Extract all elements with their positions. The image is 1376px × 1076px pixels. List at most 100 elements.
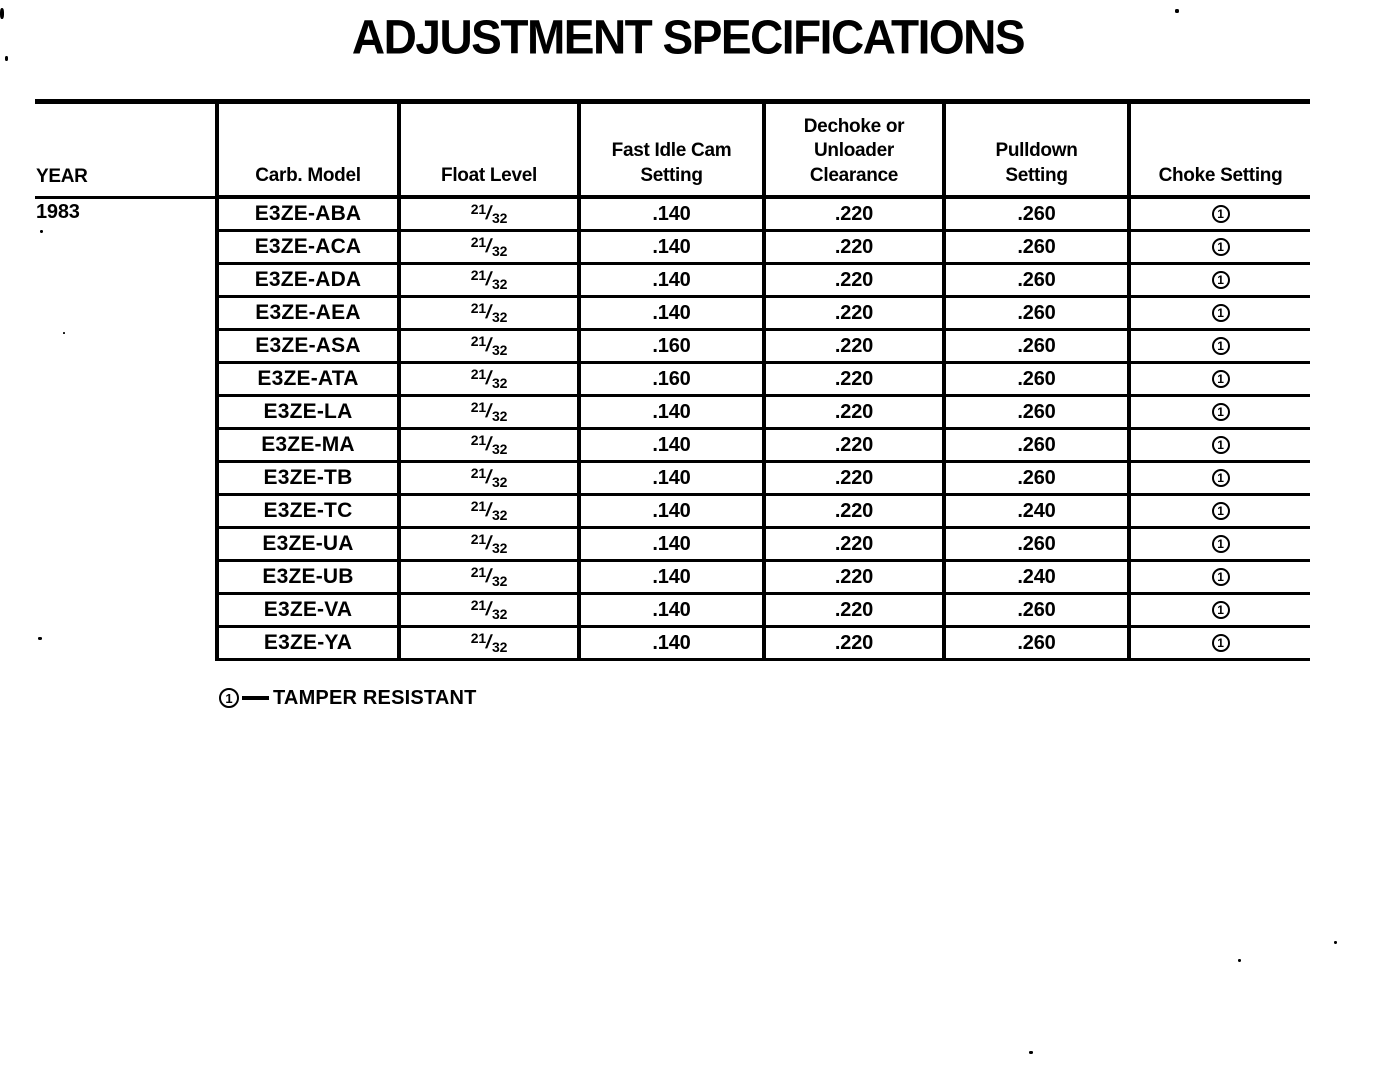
cell-choke: 1 <box>1127 331 1310 364</box>
cell-fast-idle-cam: .160 <box>577 364 762 397</box>
cell-carb-model: E3ZE-ASA <box>215 331 397 364</box>
cell-pulldown: .260 <box>942 397 1127 430</box>
cell-carb-model: E3ZE-UA <box>215 529 397 562</box>
cell-choke: 1 <box>1127 265 1310 298</box>
fraction: 21/32 <box>470 366 508 391</box>
cell-choke: 1 <box>1127 562 1310 595</box>
column-header-float-level: Float Level <box>397 104 577 199</box>
column-header-choke: Choke Setting <box>1127 104 1310 199</box>
fraction: 21/32 <box>470 399 508 424</box>
cell-fast-idle-cam: .140 <box>577 595 762 628</box>
fraction: 21/32 <box>470 498 508 523</box>
cell-dechoke: .220 <box>762 496 942 529</box>
fraction: 21/32 <box>470 201 508 226</box>
cell-year <box>35 397 215 430</box>
scan-artifact <box>1175 9 1179 13</box>
scan-artifact <box>1029 1051 1033 1054</box>
cell-fast-idle-cam: .140 <box>577 397 762 430</box>
spec-table: YEAR Carb. Model Float Level Fast Idle C… <box>35 99 1310 661</box>
cell-float-level: 21/32 <box>397 265 577 298</box>
circled-1-footnote-icon: 1 <box>1211 469 1230 487</box>
cell-year <box>35 496 215 529</box>
cell-year <box>35 265 215 298</box>
footnote: 1 TAMPER RESISTANT <box>219 685 477 711</box>
cell-dechoke: .220 <box>762 397 942 430</box>
cell-carb-model: E3ZE-TB <box>215 463 397 496</box>
cell-pulldown: .260 <box>942 430 1127 463</box>
cell-fast-idle-cam: .140 <box>577 430 762 463</box>
cell-dechoke: .220 <box>762 595 942 628</box>
cell-carb-model: E3ZE-ACA <box>215 232 397 265</box>
cell-carb-model: E3ZE-ADA <box>215 265 397 298</box>
cell-choke: 1 <box>1127 463 1310 496</box>
cell-carb-model: E3ZE-ABA <box>215 199 397 232</box>
cell-pulldown: .260 <box>942 199 1127 232</box>
cell-dechoke: .220 <box>762 562 942 595</box>
column-header-year: YEAR <box>35 104 215 199</box>
cell-year <box>35 595 215 628</box>
cell-choke: 1 <box>1127 496 1310 529</box>
cell-fast-idle-cam: .140 <box>577 562 762 595</box>
footnote-text: TAMPER RESISTANT <box>273 686 477 709</box>
cell-pulldown: .260 <box>942 628 1127 661</box>
cell-dechoke: .220 <box>762 628 942 661</box>
circled-1-footnote-icon: 1 <box>1211 271 1230 289</box>
cell-choke: 1 <box>1127 232 1310 265</box>
fraction: 21/32 <box>470 597 508 622</box>
cell-carb-model: E3ZE-UB <box>215 562 397 595</box>
cell-pulldown: .260 <box>942 595 1127 628</box>
cell-float-level: 21/32 <box>397 397 577 430</box>
cell-float-level: 21/32 <box>397 595 577 628</box>
cell-dechoke: .220 <box>762 364 942 397</box>
cell-carb-model: E3ZE-TC <box>215 496 397 529</box>
cell-pulldown: .260 <box>942 364 1127 397</box>
cell-carb-model: E3ZE-VA <box>215 595 397 628</box>
cell-float-level: 21/32 <box>397 199 577 232</box>
cell-carb-model: E3ZE-MA <box>215 430 397 463</box>
cell-dechoke: .220 <box>762 529 942 562</box>
cell-dechoke: .220 <box>762 199 942 232</box>
cell-fast-idle-cam: .140 <box>577 529 762 562</box>
cell-carb-model: E3ZE-LA <box>215 397 397 430</box>
fraction: 21/32 <box>470 630 508 655</box>
circled-1-footnote-icon: 1 <box>1211 535 1230 553</box>
cell-dechoke: .220 <box>762 265 942 298</box>
cell-float-level: 21/32 <box>397 232 577 265</box>
circled-1-footnote-icon: 1 <box>1211 634 1230 652</box>
circled-1-footnote-icon: 1 <box>1211 304 1230 322</box>
cell-year <box>35 298 215 331</box>
scan-artifact <box>63 332 65 334</box>
fraction: 21/32 <box>470 432 508 457</box>
fraction: 21/32 <box>470 564 508 589</box>
cell-year <box>35 562 215 595</box>
cell-choke: 1 <box>1127 430 1310 463</box>
cell-choke: 1 <box>1127 364 1310 397</box>
cell-float-level: 21/32 <box>397 628 577 661</box>
circled-1-footnote-icon: 1 <box>1211 601 1230 619</box>
cell-float-level: 21/32 <box>397 463 577 496</box>
cell-pulldown: .260 <box>942 232 1127 265</box>
scan-artifact <box>1238 959 1241 962</box>
cell-year <box>35 331 215 364</box>
cell-choke: 1 <box>1127 628 1310 661</box>
circled-1-footnote-icon: 1 <box>219 688 239 708</box>
cell-pulldown: .260 <box>942 265 1127 298</box>
column-header-pulldown: Pulldown Setting <box>942 104 1127 199</box>
cell-year <box>35 628 215 661</box>
circled-1-footnote-icon: 1 <box>1211 568 1230 586</box>
fraction: 21/32 <box>470 267 508 292</box>
cell-pulldown: .260 <box>942 463 1127 496</box>
cell-choke: 1 <box>1127 529 1310 562</box>
circled-1-footnote-icon: 1 <box>1211 370 1230 388</box>
cell-year: 1983 <box>36 201 80 223</box>
cell-pulldown: .240 <box>942 562 1127 595</box>
cell-choke: 1 <box>1127 199 1310 232</box>
column-header-carb-model: Carb. Model <box>215 104 397 199</box>
cell-fast-idle-cam: .140 <box>577 298 762 331</box>
cell-dechoke: .220 <box>762 298 942 331</box>
scan-artifact <box>1334 941 1337 944</box>
scan-artifact <box>0 8 4 19</box>
cell-dechoke: .220 <box>762 463 942 496</box>
cell-year <box>35 364 215 397</box>
cell-year <box>35 232 215 265</box>
